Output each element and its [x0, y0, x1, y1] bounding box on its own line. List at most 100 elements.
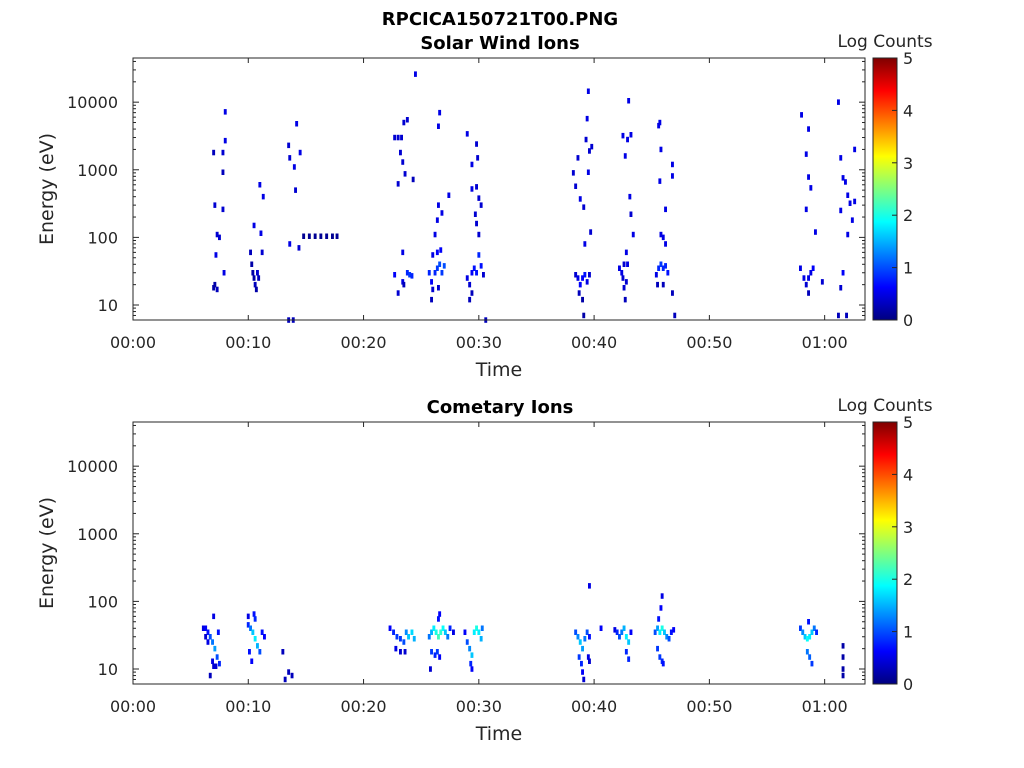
heatmap-cell [251, 270, 255, 276]
heatmap-cell [256, 270, 259, 276]
heatmap-cell [582, 312, 586, 319]
colorbar-tick-label: 4 [903, 465, 913, 484]
y-tick-label: 100 [87, 228, 118, 247]
heatmap-cell [470, 666, 474, 672]
heatmap-cell [804, 206, 808, 213]
heatmap-cell [801, 629, 805, 635]
heatmap-cell [802, 275, 806, 281]
heatmap-cell [427, 270, 431, 276]
heatmap-cell [218, 660, 221, 667]
heatmap-cell [430, 629, 433, 635]
heatmap-cell [845, 312, 848, 319]
heatmap-cell [204, 625, 208, 631]
heatmap-cell [588, 148, 591, 154]
heatmap-cell [623, 153, 627, 159]
heatmap-cell [622, 285, 626, 291]
x-tick-label: 00:50 [686, 697, 732, 716]
heatmap-cell [841, 643, 845, 649]
heatmap-cell [669, 629, 673, 635]
heatmap-cell [438, 611, 442, 617]
heatmap-cell [660, 593, 664, 599]
colorbar-tick-label: 3 [903, 154, 913, 173]
heatmap-cell [804, 281, 808, 288]
heatmap-cell [808, 634, 812, 640]
heatmap-cell [807, 290, 810, 296]
heatmap-cell [846, 192, 850, 198]
heatmap-cell [577, 654, 581, 660]
heatmap-cell [452, 629, 455, 635]
heatmap-cell [214, 663, 218, 669]
colorbar-label: Log Counts [837, 32, 932, 52]
heatmap-cell [629, 211, 633, 217]
y-tick-label: 1000 [77, 525, 118, 544]
x-tick-label: 00:10 [225, 333, 271, 352]
heatmap-cell [578, 196, 582, 202]
heatmap-cell [302, 233, 306, 239]
heatmap-cell [430, 279, 433, 285]
heatmap-cell [664, 263, 667, 269]
y-tick-label: 100 [87, 592, 118, 611]
heatmap-cell [263, 634, 266, 640]
heatmap-cell [850, 217, 854, 223]
x-tick-label: 01:00 [802, 697, 848, 716]
heatmap-cell [837, 312, 840, 319]
heatmap-cell [246, 613, 250, 620]
heatmap-cell [578, 281, 582, 288]
heatmap-cell [287, 142, 291, 149]
heatmap-cell [401, 159, 405, 165]
heatmap-cell [396, 181, 400, 187]
axis-ticks: 00:00 00:10 00:20 00:30 00:40 00:50 01:00 10 100… [67, 58, 865, 352]
heatmap-cell [475, 625, 478, 631]
heatmap-cell [433, 652, 437, 658]
heatmap-cell [405, 270, 409, 276]
heatmap-cell [657, 616, 661, 622]
heatmap-cell [477, 195, 481, 201]
heatmap-cell [258, 649, 262, 655]
heatmap-cell [659, 146, 663, 153]
colorbar-tick-label: 5 [903, 413, 913, 432]
heatmap-cell [468, 281, 472, 288]
heatmap-cell [216, 629, 220, 635]
heatmap-cell [252, 611, 256, 617]
colorbar-tick-label: 1 [903, 623, 913, 642]
heatmap-cell [206, 639, 210, 645]
heatmap-cell [437, 123, 440, 129]
heatmap-cell [292, 164, 296, 170]
heatmap-cell [808, 654, 812, 660]
heatmap-cell [253, 616, 257, 622]
heatmap-cell [440, 210, 444, 216]
y-axis-label: Energy (eV) [36, 497, 58, 609]
heatmap-cell [252, 275, 256, 281]
colorbar-tick-label: 2 [903, 206, 913, 225]
heatmap-cell [439, 247, 443, 253]
heatmap-cell [618, 634, 621, 640]
heatmap-cell [661, 281, 665, 288]
heatmap-cell [440, 270, 444, 276]
heatmap-cell [581, 669, 584, 675]
heatmap-cell [839, 207, 843, 214]
heatmap-cell [658, 654, 662, 660]
heatmap-cell [208, 634, 212, 640]
heatmap-cell [443, 629, 447, 635]
heatmap-cell [431, 252, 435, 258]
heatmap-cell [410, 629, 414, 635]
heatmap-cell [659, 261, 663, 267]
heatmap-cell [576, 155, 580, 161]
heatmap-cell [805, 636, 809, 642]
heatmap-cell [618, 265, 621, 271]
heatmap-cell [403, 649, 407, 655]
heatmap-cell [624, 634, 628, 640]
heatmap-cell [656, 281, 659, 288]
x-tick-label: 00:30 [456, 333, 502, 352]
heatmap-cell [435, 249, 439, 256]
heatmap-cell [253, 281, 257, 288]
heatmap-cell [213, 202, 217, 208]
x-axis-label: Time [475, 723, 523, 745]
heatmap-cell [288, 241, 292, 247]
heatmap-cell [621, 132, 625, 139]
heatmap-cell [476, 155, 480, 161]
heatmap-cell [288, 155, 292, 161]
heatmap-cell [468, 296, 472, 303]
heatmap-cell [666, 270, 670, 276]
heatmap-cell [396, 134, 400, 141]
